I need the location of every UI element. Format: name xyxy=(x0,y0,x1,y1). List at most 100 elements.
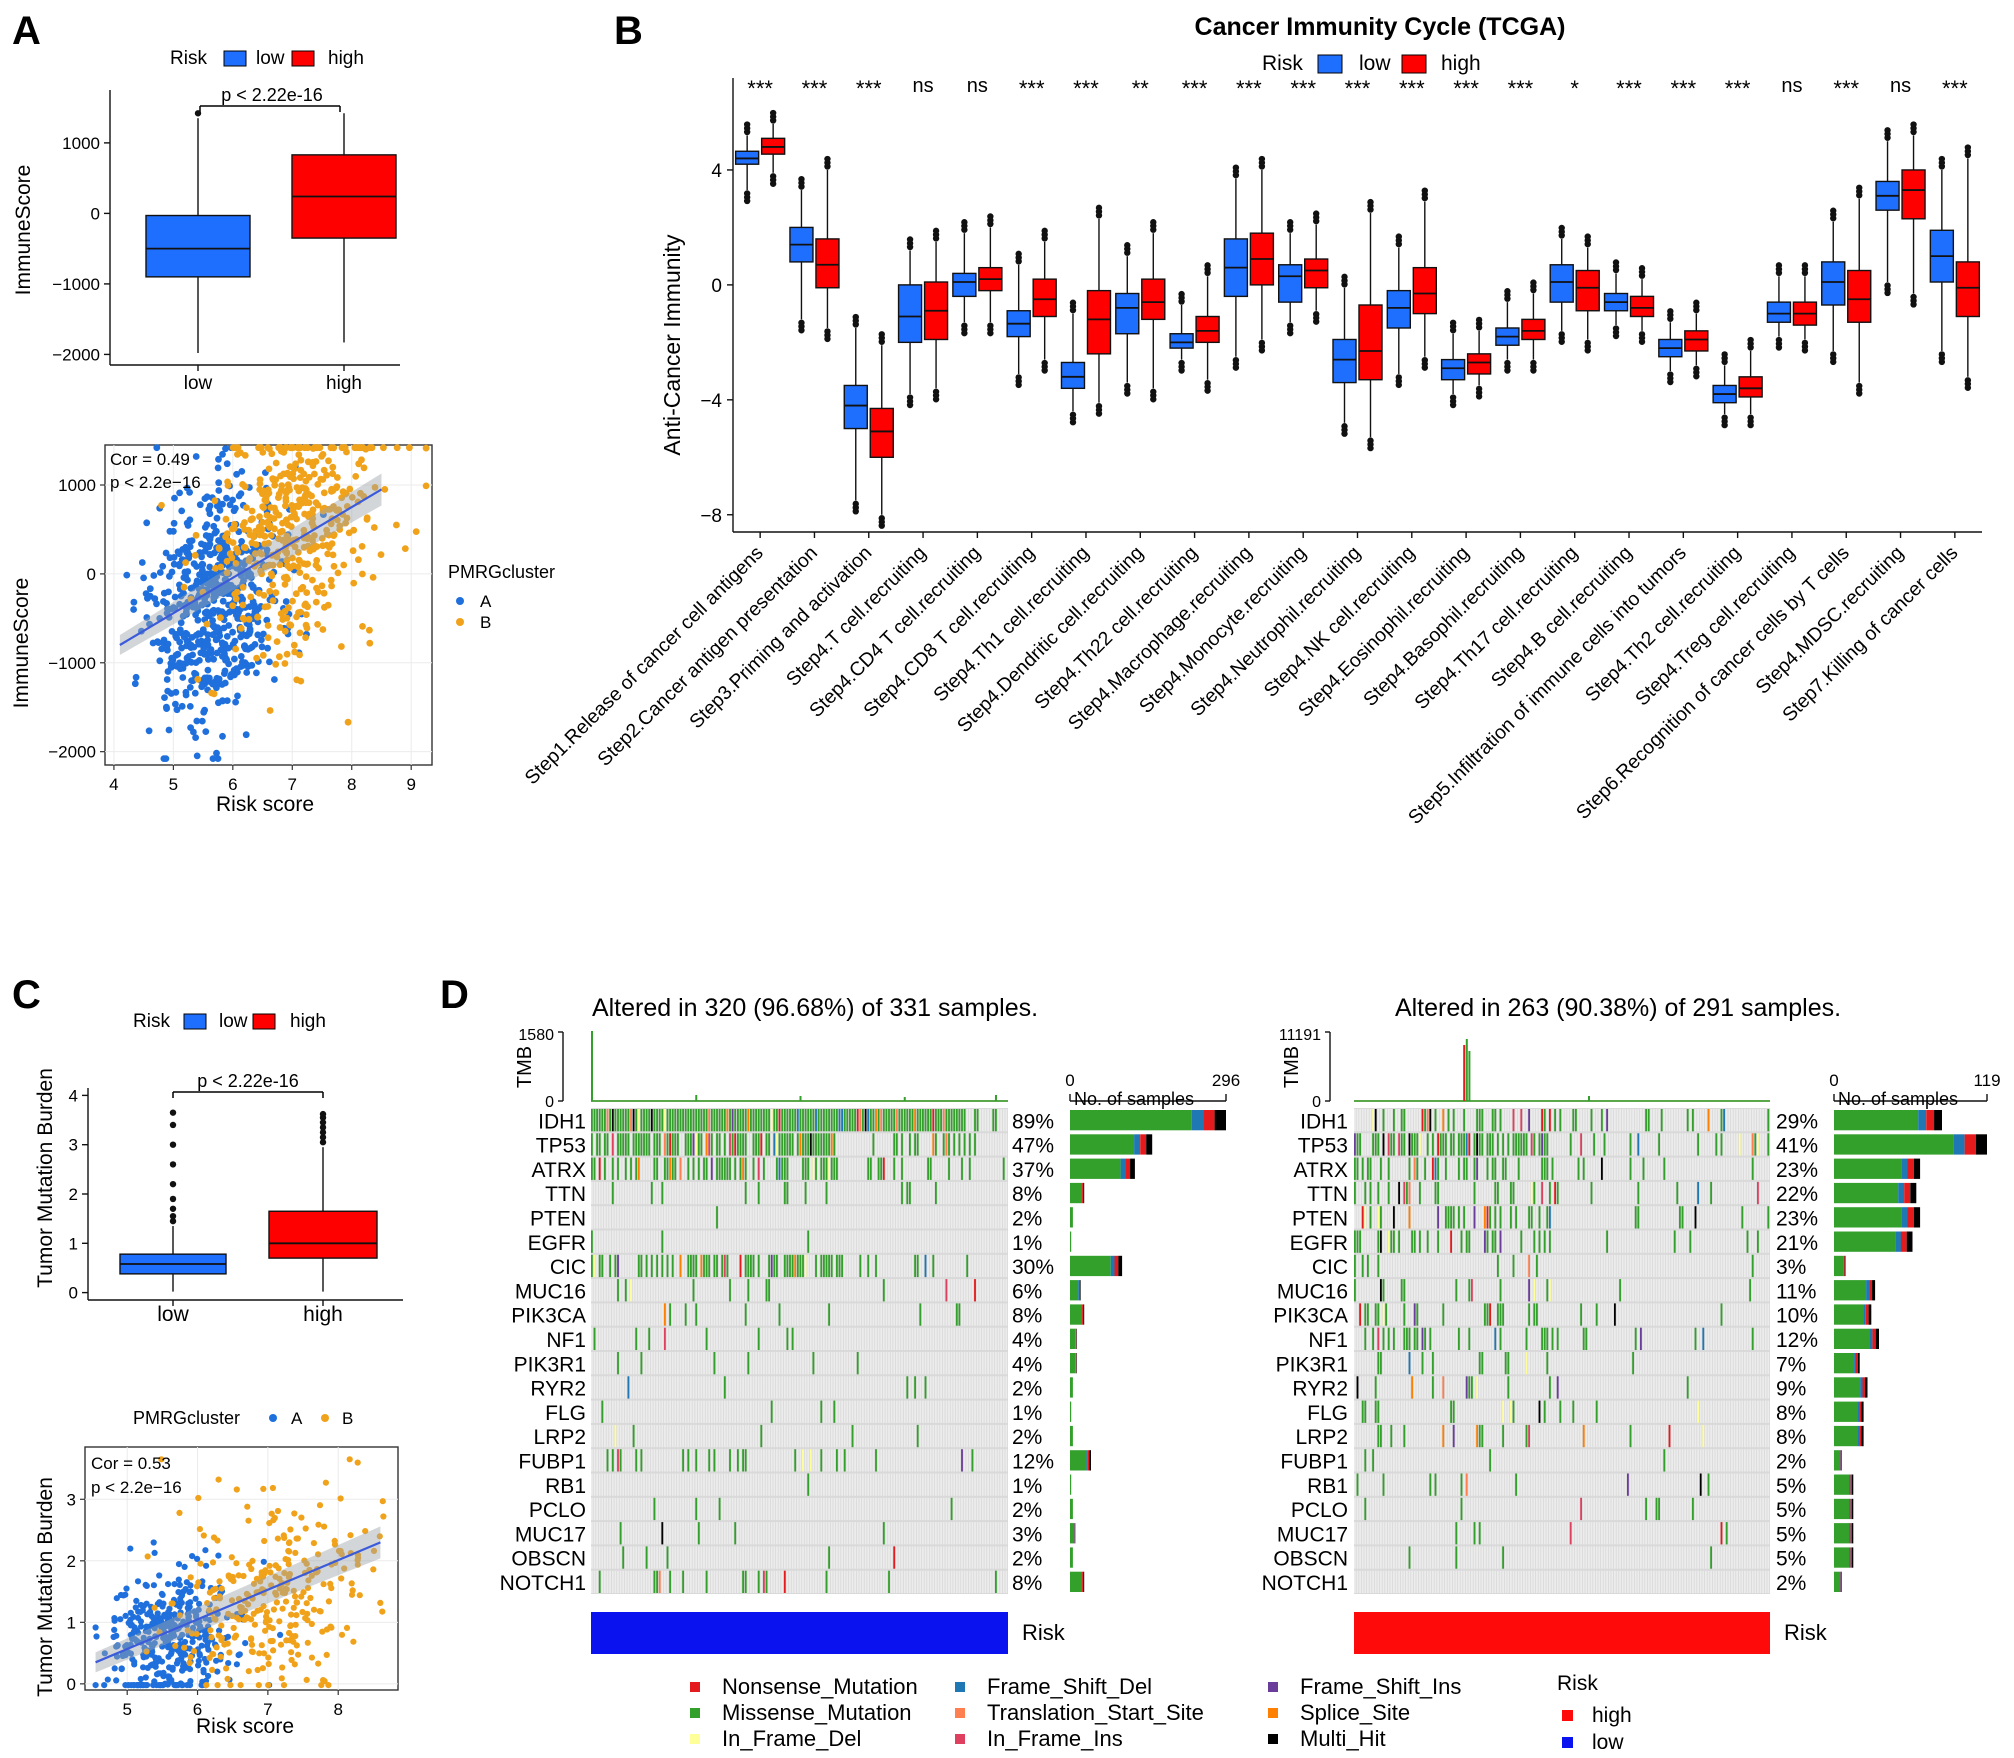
mutation-cell xyxy=(846,1157,849,1180)
mutation-cell xyxy=(989,1254,992,1278)
mutation-cell xyxy=(765,1449,768,1472)
point-cluster-a xyxy=(165,726,173,734)
mutation-cell xyxy=(823,1376,825,1399)
mutation-cell xyxy=(833,1376,836,1399)
mutation-cell xyxy=(807,1133,810,1156)
mutation-cell xyxy=(966,1157,969,1180)
mutation-cell xyxy=(942,1181,945,1205)
mutation-cell xyxy=(979,1206,982,1229)
mutation-cell xyxy=(609,1327,612,1350)
mutation-cell xyxy=(635,1133,638,1156)
gene-percent: 8% xyxy=(1012,1183,1042,1206)
point-cluster-a xyxy=(217,568,224,576)
mutation-cell xyxy=(630,1376,632,1399)
mutation-cell xyxy=(968,1352,971,1375)
point-cluster-b xyxy=(288,1649,295,1656)
point-cluster-b xyxy=(197,1560,204,1567)
mutation-cell xyxy=(653,1279,656,1302)
mutation-cell xyxy=(742,1157,745,1180)
mutation-cell xyxy=(770,1303,773,1326)
mutation-cell xyxy=(731,1376,734,1399)
mutation-cell xyxy=(692,1206,695,1229)
mutation-cell xyxy=(666,1424,669,1448)
point-cluster-b xyxy=(265,1660,272,1668)
mutation-cell xyxy=(836,1109,838,1132)
mutation-cell xyxy=(744,1157,747,1180)
mutation-cell xyxy=(703,1449,705,1472)
mutation-cell xyxy=(737,1424,739,1448)
mutation-cell xyxy=(650,1206,653,1229)
mutation-cell xyxy=(995,1206,997,1229)
mutation-cell xyxy=(630,1473,632,1496)
gene-label: TTN xyxy=(545,1183,586,1206)
point-cluster-a xyxy=(188,677,196,684)
mutation-cell xyxy=(909,1424,911,1448)
mutation-cell xyxy=(1005,1449,1008,1472)
point-cluster-b xyxy=(351,444,359,452)
mutation-cell xyxy=(791,1181,794,1205)
high-7-box xyxy=(1141,278,1166,321)
mutation-cell xyxy=(963,1449,966,1472)
mutation-cell xyxy=(963,1279,966,1302)
gene-count-bar-segment xyxy=(1191,1110,1204,1131)
mutation-cell xyxy=(776,1181,778,1205)
outlier xyxy=(1421,364,1429,371)
mutation-cell xyxy=(950,1303,953,1326)
point-cluster-a xyxy=(241,643,248,650)
point-cluster-b xyxy=(191,551,199,559)
mutation-cell xyxy=(674,1230,677,1253)
mutation-cell xyxy=(1005,1352,1008,1375)
mutation-cell xyxy=(763,1400,765,1423)
mutation-cell xyxy=(961,1424,963,1448)
mutation-cell xyxy=(684,1400,687,1423)
mutation-cell xyxy=(968,1206,971,1229)
mutation-cell xyxy=(697,1279,700,1302)
mutation-cell xyxy=(710,1303,713,1326)
mutation-cell xyxy=(869,1327,872,1350)
mutation-cell xyxy=(958,1327,961,1350)
x-tick-low: low xyxy=(184,373,213,394)
mutation-cell xyxy=(656,1254,659,1278)
mutation-cell xyxy=(643,1109,645,1132)
chart-title: Cancer Immunity Cycle (TCGA) xyxy=(1195,13,1566,41)
point-cluster-b xyxy=(303,1676,310,1683)
point-cluster-b xyxy=(231,524,238,532)
mutation-cell xyxy=(836,1303,838,1326)
mutation-cell xyxy=(828,1109,831,1132)
mutation-cell xyxy=(903,1449,906,1472)
mutation-cell xyxy=(950,1230,953,1253)
point-cluster-b xyxy=(252,541,260,548)
mutation-cell xyxy=(864,1133,867,1156)
mutation-cell xyxy=(856,1303,859,1326)
point-cluster-a xyxy=(213,502,221,510)
point-cluster-a xyxy=(117,1616,124,1623)
mutation-cell xyxy=(671,1424,674,1448)
mutation-cell xyxy=(786,1400,789,1423)
mutation-cell xyxy=(799,1254,802,1278)
mutation-cell xyxy=(619,1254,622,1278)
mutation-cell xyxy=(666,1157,669,1180)
mutation-cell xyxy=(700,1133,703,1156)
mutation-cell xyxy=(919,1424,922,1448)
mutation-cell xyxy=(974,1157,976,1180)
mutation-cell xyxy=(997,1254,1000,1278)
right-oncoplot-title: Altered in 263 (90.38%) of 291 samples. xyxy=(1395,994,1841,1022)
high-20-box xyxy=(1847,269,1872,323)
point-cluster-a xyxy=(271,676,278,683)
point-cluster-b xyxy=(279,1605,286,1612)
mutation-cell xyxy=(781,1449,784,1472)
mutation-cell xyxy=(614,1157,617,1180)
mutation-cell xyxy=(752,1109,755,1132)
mutation-cell xyxy=(635,1303,638,1326)
mutation-cell xyxy=(796,1254,799,1278)
point-cluster-a xyxy=(237,653,245,660)
mutation-cell xyxy=(940,1424,943,1448)
mutation-cell xyxy=(1000,1303,1003,1326)
mutation-cell xyxy=(630,1303,632,1326)
mutation-cell xyxy=(843,1449,846,1472)
mutation-cell xyxy=(708,1133,711,1156)
mutation-cell xyxy=(718,1424,721,1448)
mutation-cell xyxy=(703,1109,705,1132)
mutation-cell xyxy=(890,1327,893,1350)
mutation-cell xyxy=(700,1157,703,1180)
